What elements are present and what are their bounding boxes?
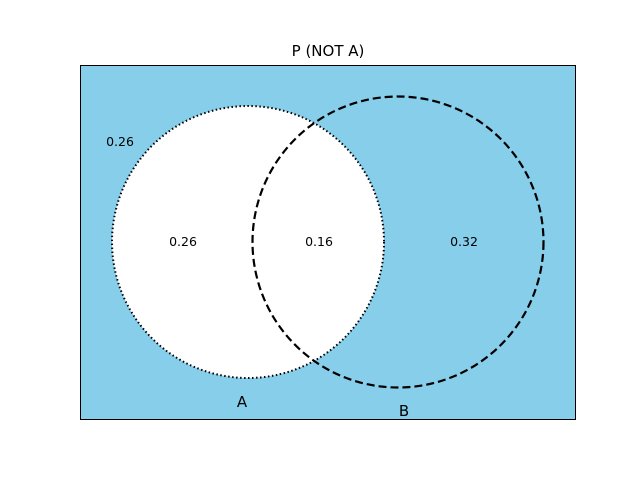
set-b-circle bbox=[251, 95, 545, 389]
region-a-and-b-value: 0.16 bbox=[305, 234, 333, 249]
diagram-title: P (NOT A) bbox=[292, 42, 365, 60]
region-a-only-value: 0.26 bbox=[169, 234, 197, 249]
set-b-label: B bbox=[399, 402, 409, 420]
set-a-circle bbox=[111, 105, 385, 379]
region-outside-value: 0.26 bbox=[106, 134, 134, 149]
region-b-only-value: 0.32 bbox=[450, 234, 478, 249]
set-a-label: A bbox=[237, 393, 248, 411]
